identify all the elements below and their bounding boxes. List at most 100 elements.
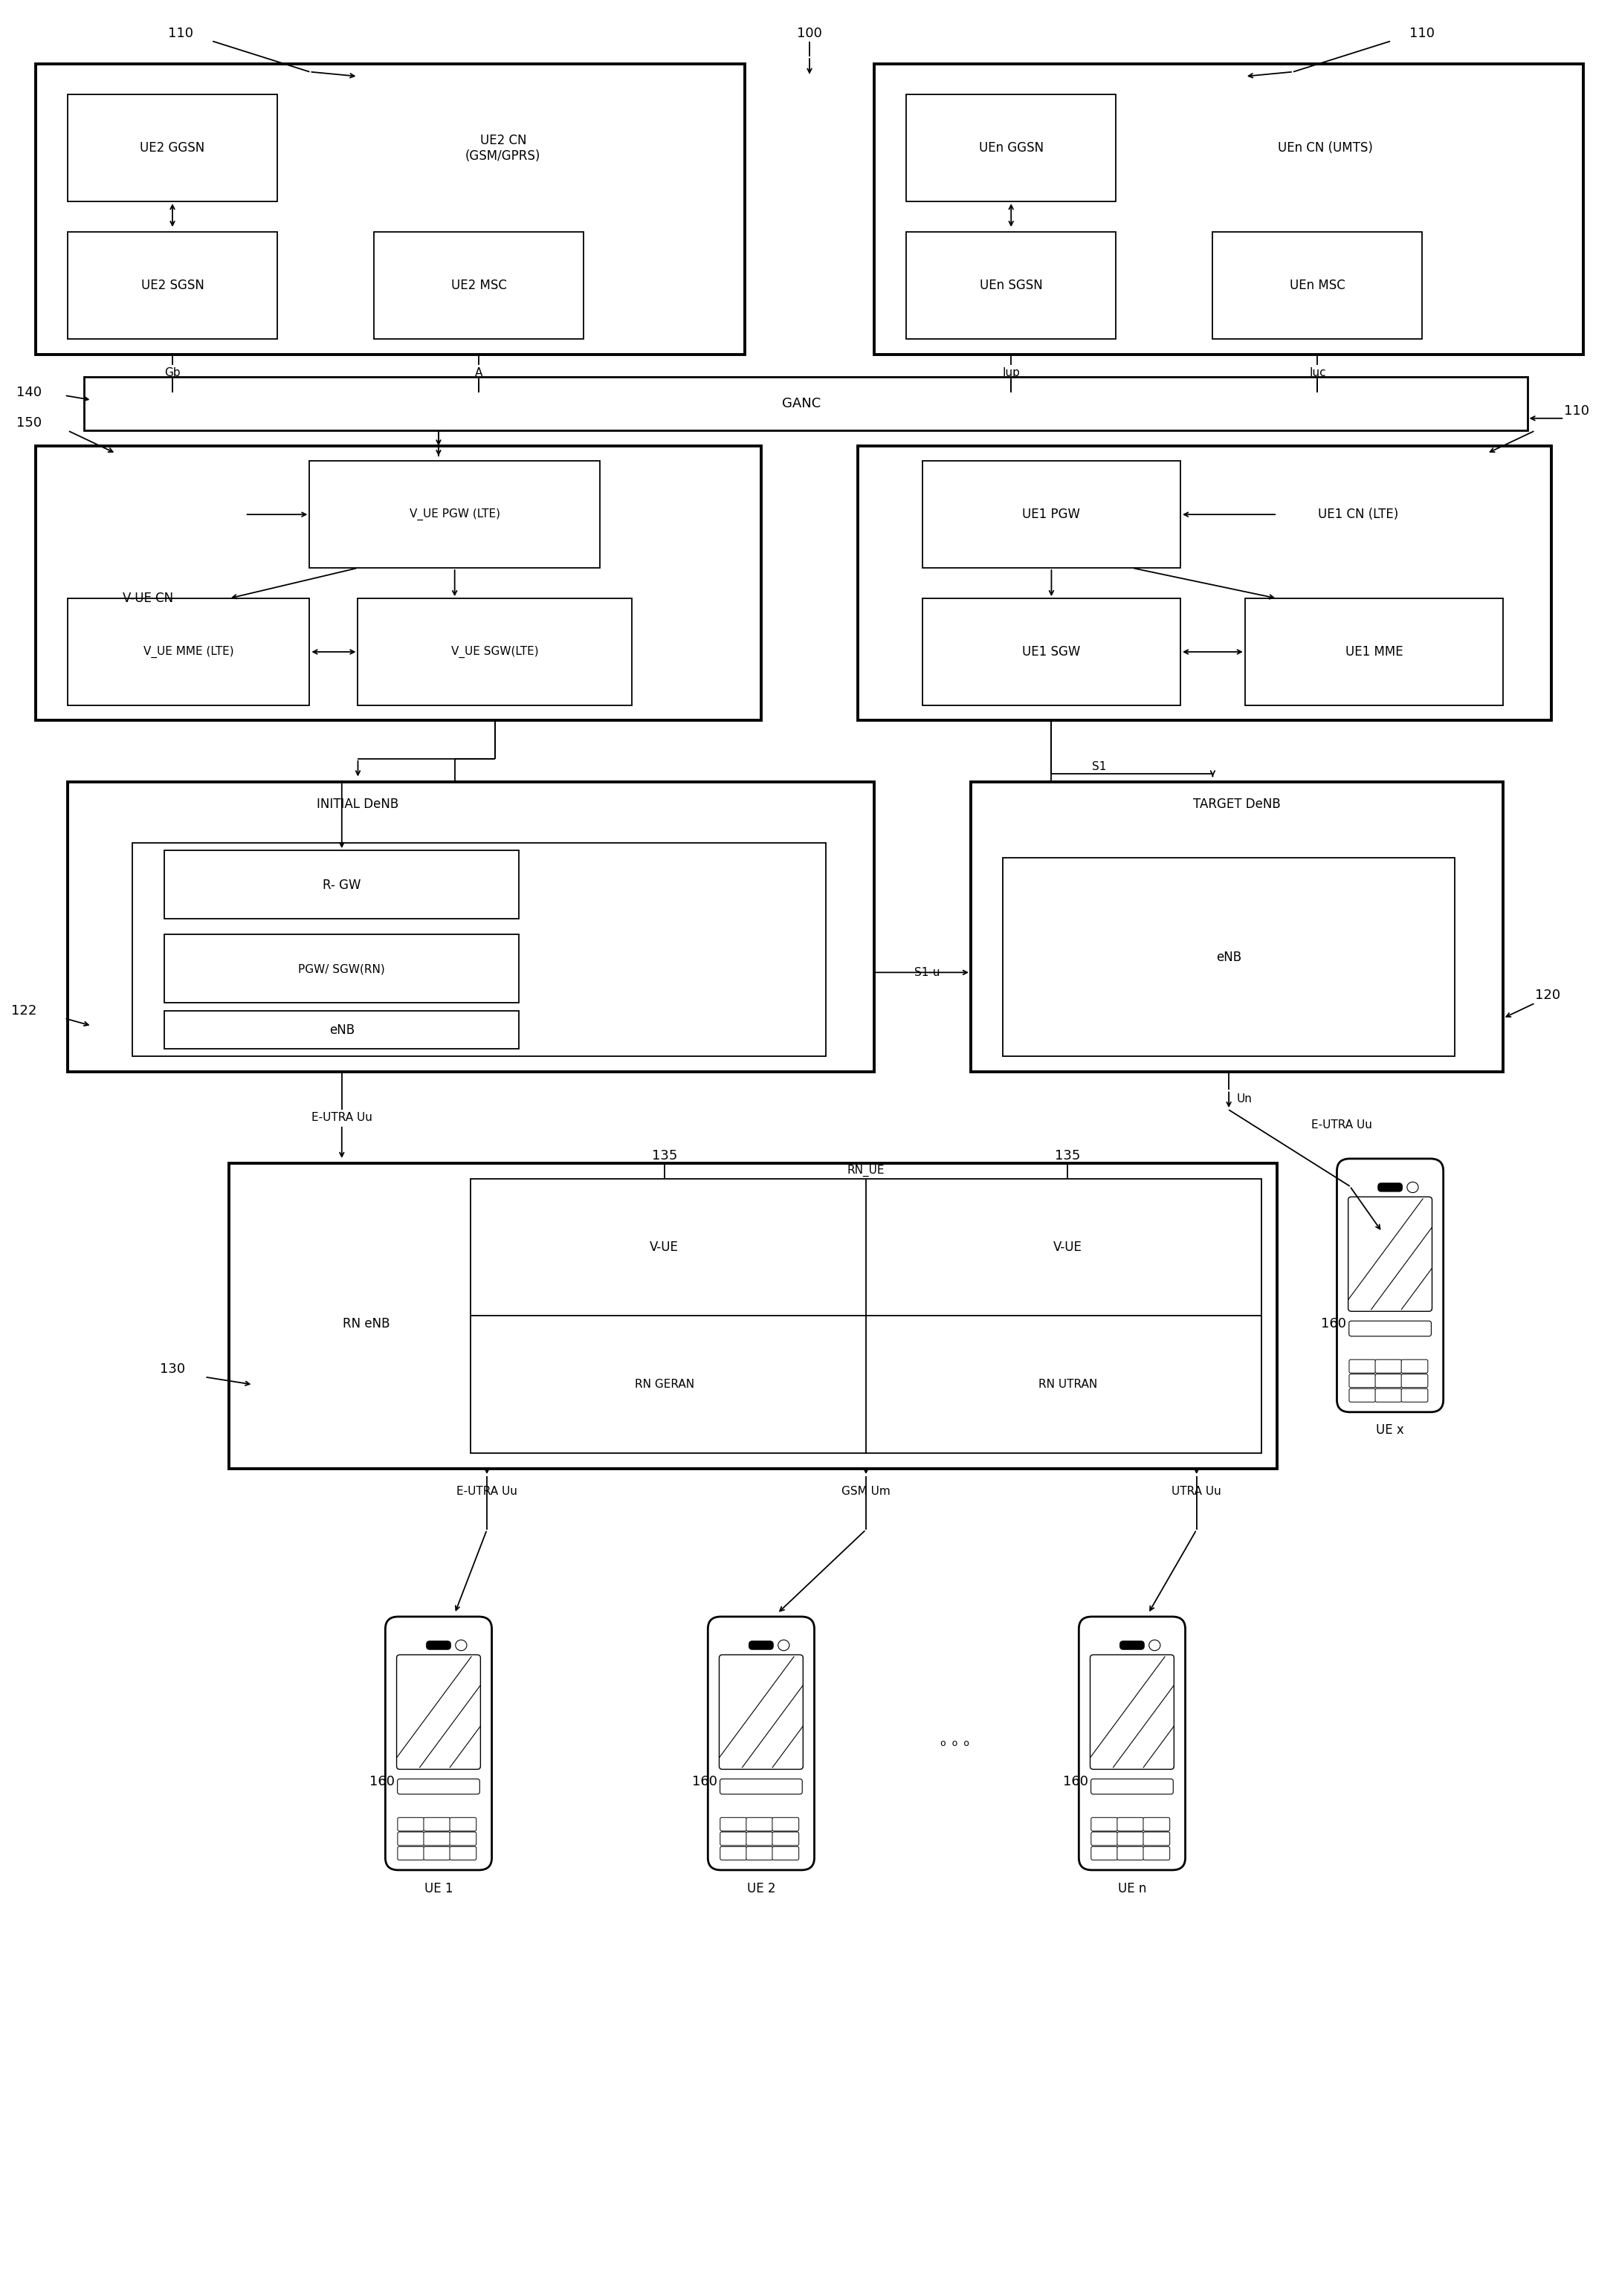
FancyBboxPatch shape: [398, 1846, 424, 1860]
Text: UTRA Uu: UTRA Uu: [1172, 1486, 1221, 1497]
Text: 160: 160: [1064, 1775, 1088, 1789]
Bar: [165, 934, 520, 1003]
Text: 110: 110: [1410, 28, 1434, 41]
Text: TARGET DeNB: TARGET DeNB: [1193, 797, 1281, 810]
Bar: [874, 64, 1583, 354]
Text: o  o  o: o o o: [941, 1738, 970, 1747]
Bar: [68, 232, 277, 340]
FancyBboxPatch shape: [1091, 1779, 1174, 1793]
FancyBboxPatch shape: [708, 1616, 814, 1869]
Bar: [68, 94, 277, 202]
FancyBboxPatch shape: [1349, 1196, 1433, 1311]
FancyBboxPatch shape: [1078, 1616, 1185, 1869]
Text: UE1 SGW: UE1 SGW: [1022, 645, 1080, 659]
Bar: [68, 599, 309, 705]
Bar: [165, 1010, 520, 1049]
FancyBboxPatch shape: [720, 1832, 746, 1846]
Text: UE x: UE x: [1376, 1424, 1404, 1437]
Bar: [907, 94, 1115, 202]
Bar: [471, 1178, 1261, 1453]
Text: E-UTRA Uu: E-UTRA Uu: [457, 1486, 518, 1497]
FancyBboxPatch shape: [750, 1642, 774, 1649]
Text: UE 1: UE 1: [424, 1883, 453, 1894]
Bar: [309, 461, 599, 567]
Bar: [858, 445, 1551, 721]
Bar: [133, 843, 826, 1056]
Text: 122: 122: [11, 1003, 37, 1017]
Bar: [358, 599, 631, 705]
Text: eNB: eNB: [1216, 951, 1242, 964]
FancyBboxPatch shape: [424, 1846, 450, 1860]
Text: 160: 160: [369, 1775, 395, 1789]
FancyBboxPatch shape: [1402, 1373, 1428, 1387]
FancyBboxPatch shape: [1117, 1818, 1143, 1830]
Text: UE2 GGSN: UE2 GGSN: [139, 142, 206, 154]
Bar: [36, 445, 761, 721]
Text: 135: 135: [1054, 1148, 1080, 1162]
Text: 100: 100: [797, 28, 822, 41]
FancyBboxPatch shape: [1375, 1359, 1402, 1373]
Text: UEn SGSN: UEn SGSN: [979, 278, 1043, 292]
FancyBboxPatch shape: [1120, 1642, 1145, 1649]
Text: S1-u: S1-u: [915, 967, 941, 978]
FancyBboxPatch shape: [426, 1642, 450, 1649]
Text: 110: 110: [1564, 404, 1590, 418]
FancyBboxPatch shape: [1349, 1373, 1376, 1387]
Text: S1: S1: [1091, 760, 1106, 771]
Bar: [84, 377, 1527, 432]
FancyBboxPatch shape: [1375, 1389, 1402, 1403]
FancyBboxPatch shape: [1337, 1159, 1443, 1412]
Text: V-UE: V-UE: [649, 1240, 678, 1254]
FancyBboxPatch shape: [398, 1818, 424, 1830]
Text: 160: 160: [691, 1775, 717, 1789]
Text: E-UTRA Uu: E-UTRA Uu: [311, 1111, 372, 1123]
FancyBboxPatch shape: [450, 1832, 476, 1846]
Text: Iuc: Iuc: [1310, 367, 1326, 379]
FancyBboxPatch shape: [720, 1779, 803, 1793]
Text: 140: 140: [16, 386, 42, 400]
FancyBboxPatch shape: [1143, 1818, 1171, 1830]
FancyBboxPatch shape: [746, 1832, 772, 1846]
Text: UEn MSC: UEn MSC: [1290, 278, 1345, 292]
FancyBboxPatch shape: [397, 1779, 479, 1793]
Text: UE2 MSC: UE2 MSC: [452, 278, 507, 292]
Bar: [68, 781, 874, 1072]
Bar: [907, 232, 1115, 340]
FancyBboxPatch shape: [720, 1818, 746, 1830]
Text: A: A: [474, 367, 482, 379]
FancyBboxPatch shape: [772, 1832, 798, 1846]
Text: V-UE CN: V-UE CN: [123, 592, 173, 606]
FancyBboxPatch shape: [397, 1655, 481, 1770]
FancyBboxPatch shape: [720, 1846, 746, 1860]
FancyBboxPatch shape: [1349, 1320, 1431, 1336]
Text: UE2 SGSN: UE2 SGSN: [141, 278, 204, 292]
Text: 120: 120: [1535, 990, 1561, 1001]
Text: RN UTRAN: RN UTRAN: [1038, 1380, 1098, 1389]
FancyBboxPatch shape: [1349, 1389, 1376, 1403]
Bar: [1004, 859, 1454, 1056]
FancyBboxPatch shape: [746, 1846, 772, 1860]
FancyBboxPatch shape: [1143, 1846, 1171, 1860]
Circle shape: [1149, 1639, 1161, 1651]
Text: 130: 130: [160, 1362, 185, 1375]
Bar: [971, 781, 1502, 1072]
FancyBboxPatch shape: [1117, 1832, 1143, 1846]
Text: RN_UE: RN_UE: [847, 1164, 884, 1178]
Text: E-UTRA Uu: E-UTRA Uu: [1311, 1120, 1373, 1130]
FancyBboxPatch shape: [1349, 1359, 1376, 1373]
Text: 160: 160: [1321, 1318, 1347, 1329]
Bar: [228, 1164, 1277, 1469]
Text: GANC: GANC: [782, 397, 821, 411]
FancyBboxPatch shape: [1143, 1832, 1171, 1846]
Text: RN GERAN: RN GERAN: [635, 1380, 695, 1389]
Text: Iup: Iup: [1002, 367, 1020, 379]
Text: V_UE MME (LTE): V_UE MME (LTE): [144, 645, 233, 659]
FancyBboxPatch shape: [1402, 1389, 1428, 1403]
Text: UE n: UE n: [1117, 1883, 1146, 1894]
Text: 110: 110: [168, 28, 193, 41]
FancyBboxPatch shape: [385, 1616, 492, 1869]
Bar: [923, 599, 1180, 705]
FancyBboxPatch shape: [398, 1832, 424, 1846]
Text: Un: Un: [1237, 1093, 1253, 1104]
Text: UEn CN (UMTS): UEn CN (UMTS): [1277, 142, 1373, 154]
